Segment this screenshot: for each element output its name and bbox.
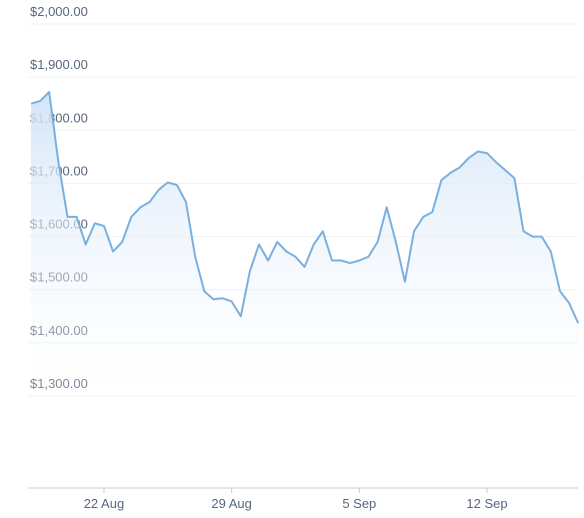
y-tick-label: $1,900.00: [30, 57, 88, 72]
x-tick-label: 5 Sep: [342, 496, 376, 511]
x-tick-label: 29 Aug: [211, 496, 252, 511]
x-tick-label: 22 Aug: [84, 496, 125, 511]
area: [31, 92, 579, 396]
y-tick-label: $2,000.00: [30, 4, 88, 19]
line: [30, 91, 580, 324]
x-tick-label: 12 Sep: [466, 496, 507, 511]
